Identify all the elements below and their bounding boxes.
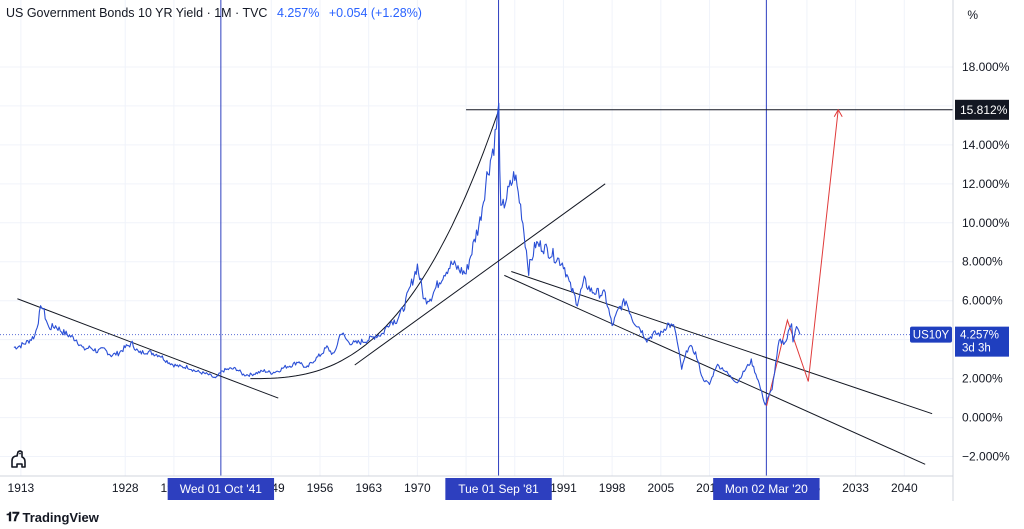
tradingview-branding[interactable]: 𝟏𝟕 TradingView (6, 509, 99, 525)
x-tick-label: 1928 (112, 481, 139, 495)
annotations-layer (0, 0, 953, 476)
y-tick-label: 8.000% (962, 255, 1003, 269)
y-tick-label: 0.000% (962, 411, 1003, 425)
date-marker-label[interactable]: Tue 01 Sep '81 (458, 482, 539, 496)
date-marker-label-bg (445, 478, 552, 500)
branding-name: TradingView (22, 509, 99, 525)
y-tick-label: 12.000% (962, 177, 1010, 191)
date-marker-label[interactable]: Mon 02 Mar '20 (725, 482, 808, 496)
axes-layer: 18.000%16.000%14.000%12.000%10.000%8.000… (0, 0, 1010, 501)
bar-countdown: 3d 3h (962, 343, 991, 355)
y-tick-label: 6.000% (962, 294, 1003, 308)
chart-grid (0, 0, 953, 476)
price-tag-value: 4.257% (960, 330, 999, 342)
date-marker-label[interactable]: Wed 01 Oct '41 (180, 482, 262, 496)
date-marker-label-bg (713, 478, 820, 500)
y-tick-label: −2.000% (962, 450, 1010, 464)
y-tick-label: 2.000% (962, 372, 1003, 386)
price-tag-bg (955, 326, 1009, 357)
x-tick-label: 1963 (355, 481, 382, 495)
x-tick-label: 1956 (307, 481, 334, 495)
y-tick-label: 18.000% (962, 60, 1010, 74)
downtrend-line (17, 298, 279, 399)
tradingview-logo-icon: 𝟏𝟕 (6, 509, 20, 524)
date-marker-label-bg (167, 478, 275, 500)
price-change: +0.054 (+1.28%) (328, 6, 422, 20)
x-tick-label: 2040 (891, 481, 918, 495)
x-tick-label: 2005 (647, 481, 674, 495)
symbol-header[interactable]: US Government Bonds 10 YR Yield · 1M · T… (6, 6, 422, 20)
x-tick-label: 1998 (599, 481, 626, 495)
us10y-yield-line (13, 102, 801, 406)
x-tick-label: 1913 (8, 481, 35, 495)
target-label-bg (955, 99, 1009, 120)
target-price-label: 15.812% (960, 103, 1008, 117)
uptrend-line (354, 183, 606, 366)
series-layer (13, 102, 801, 406)
symbol-title[interactable]: US Government Bonds 10 YR Yield · 1M · T… (6, 6, 268, 20)
projection-arrowhead (833, 108, 843, 118)
symbol-tag-bg (910, 326, 952, 343)
dino-icon[interactable] (8, 448, 30, 470)
symbol-tag[interactable]: US10Y (913, 330, 950, 342)
projection-path (766, 109, 839, 407)
y-tick-label: 10.000% (962, 216, 1010, 230)
x-tick-label: 1970 (404, 481, 431, 495)
price-scale-unit[interactable]: % (967, 8, 978, 22)
y-tick-label: 14.000% (962, 138, 1010, 152)
channel-upper-line (511, 271, 933, 415)
x-tick-label: 1991 (550, 481, 577, 495)
x-tick-label: 2033 (842, 481, 869, 495)
last-value: 4.257% (276, 6, 320, 20)
